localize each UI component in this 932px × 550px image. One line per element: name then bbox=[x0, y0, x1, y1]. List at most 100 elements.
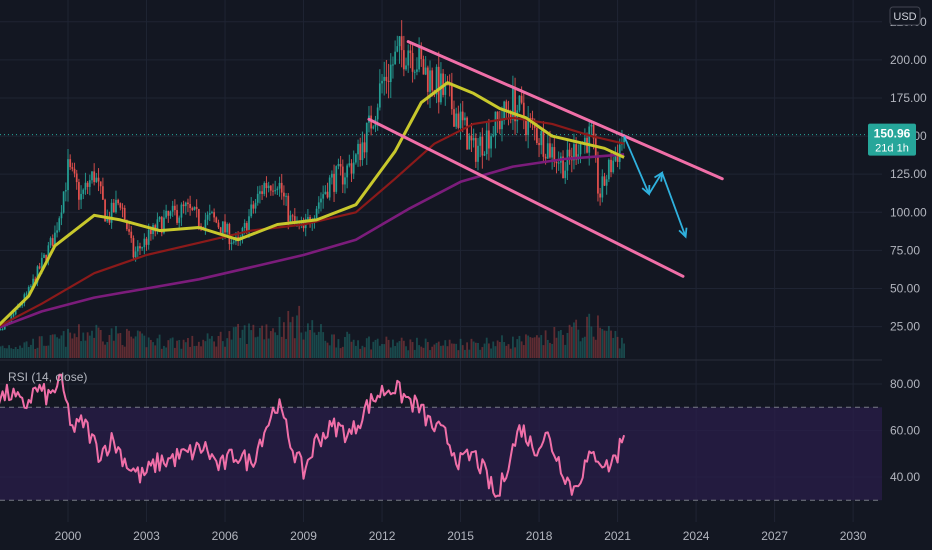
projection-segment[interactable] bbox=[648, 172, 663, 195]
price-tick-label: 200.00 bbox=[890, 53, 927, 67]
volume-bar bbox=[573, 322, 575, 358]
candle-body bbox=[232, 241, 235, 243]
candle-body bbox=[385, 76, 388, 81]
candle-body bbox=[265, 183, 268, 189]
volume-bar bbox=[442, 345, 445, 358]
volume-bar bbox=[219, 331, 222, 358]
volume-bar bbox=[147, 337, 150, 358]
candle-body bbox=[549, 143, 551, 158]
candle-body bbox=[599, 193, 602, 198]
descending-channel[interactable] bbox=[367, 40, 724, 278]
candle-body bbox=[601, 176, 604, 198]
price-axis[interactable]: 225.00200.00175.00150.00125.00100.0075.0… bbox=[882, 0, 932, 550]
candle-body bbox=[165, 210, 168, 218]
candle-body bbox=[529, 117, 532, 119]
volume-bar bbox=[376, 338, 379, 358]
volume-bar bbox=[535, 335, 538, 358]
candle-body bbox=[398, 36, 401, 47]
volume-bar bbox=[311, 320, 314, 358]
candle-body bbox=[496, 111, 499, 120]
volume-bar bbox=[145, 347, 148, 358]
volume-bar bbox=[503, 342, 506, 358]
candle-body bbox=[376, 107, 379, 120]
candle-body bbox=[78, 182, 80, 200]
volume-bar bbox=[610, 330, 612, 358]
candle-body bbox=[145, 238, 148, 245]
volume-bar bbox=[40, 336, 43, 358]
volume-bar bbox=[518, 335, 521, 358]
candle-body bbox=[47, 245, 50, 261]
projection-arrowhead[interactable] bbox=[678, 227, 688, 239]
volume-bar bbox=[416, 337, 418, 358]
time-axis[interactable]: 2000 2003 2006 2009 2012 2015 2018 2021 2024 2027… bbox=[0, 522, 932, 550]
candle-body bbox=[579, 143, 582, 155]
volume-bar bbox=[204, 341, 207, 358]
volume-bar bbox=[409, 339, 412, 358]
candle-body bbox=[147, 229, 150, 245]
candle-body bbox=[522, 102, 525, 120]
volume-bar bbox=[75, 337, 78, 358]
candle-body bbox=[167, 210, 170, 216]
volume-bar bbox=[315, 334, 318, 358]
volume-bar bbox=[38, 336, 41, 358]
volume-bar bbox=[324, 340, 327, 358]
volume-bar bbox=[19, 345, 21, 358]
candle-body bbox=[315, 208, 318, 219]
candle-body bbox=[99, 181, 102, 187]
volume-bar bbox=[51, 334, 54, 358]
volume-bar bbox=[235, 326, 237, 358]
volume-bar bbox=[58, 338, 61, 358]
candle-body bbox=[217, 222, 220, 228]
projection-segment[interactable] bbox=[661, 172, 687, 237]
projection-segment[interactable] bbox=[623, 135, 650, 195]
candle-body bbox=[149, 229, 152, 234]
rsi-tick-label: 40.00 bbox=[890, 470, 920, 484]
currency-badge[interactable] bbox=[889, 6, 921, 26]
candle-body bbox=[588, 126, 591, 153]
volume-bar bbox=[256, 336, 259, 358]
volume-bar bbox=[562, 334, 564, 358]
candle-body bbox=[40, 257, 43, 269]
volume-bar bbox=[614, 330, 617, 358]
channel-lower-line[interactable] bbox=[367, 117, 685, 278]
volume-bar bbox=[381, 344, 383, 358]
channel-upper-line[interactable] bbox=[406, 40, 724, 181]
volume-bar bbox=[501, 335, 503, 358]
candle-body bbox=[293, 216, 296, 222]
candle-body bbox=[274, 190, 277, 192]
candle-body bbox=[115, 199, 117, 213]
candle-body bbox=[453, 109, 455, 127]
volume-bar bbox=[208, 338, 211, 358]
candle-body bbox=[173, 205, 176, 211]
price-tick-label: 175.00 bbox=[890, 91, 927, 105]
volume-bar bbox=[531, 337, 534, 358]
volume-bar bbox=[267, 338, 270, 358]
volume-bar bbox=[551, 343, 554, 358]
projection-arrows[interactable] bbox=[623, 135, 688, 239]
volume-bar bbox=[494, 346, 497, 358]
candle-body bbox=[383, 76, 386, 81]
volume-bar bbox=[350, 341, 353, 358]
volume-bar bbox=[601, 329, 604, 358]
candle-body bbox=[418, 47, 421, 70]
volume-bar bbox=[479, 349, 482, 358]
candle-body bbox=[603, 176, 606, 186]
volume-bar bbox=[60, 335, 63, 358]
volume-bar bbox=[472, 341, 475, 358]
volume-bar bbox=[200, 346, 202, 358]
volume-bar bbox=[483, 343, 486, 358]
volume-bar bbox=[507, 344, 510, 358]
candle-body bbox=[501, 120, 503, 130]
volume-bar bbox=[34, 348, 37, 358]
candle-body bbox=[544, 156, 547, 159]
volume-bar bbox=[328, 345, 331, 358]
candle-body bbox=[95, 177, 98, 183]
candle-body bbox=[328, 177, 331, 198]
volume-bar bbox=[14, 346, 17, 358]
candle-body bbox=[474, 138, 477, 162]
candle-body bbox=[51, 238, 54, 247]
time-tick-label: 2003 bbox=[133, 529, 160, 543]
candle-body bbox=[193, 206, 196, 210]
candle-body bbox=[479, 136, 482, 146]
